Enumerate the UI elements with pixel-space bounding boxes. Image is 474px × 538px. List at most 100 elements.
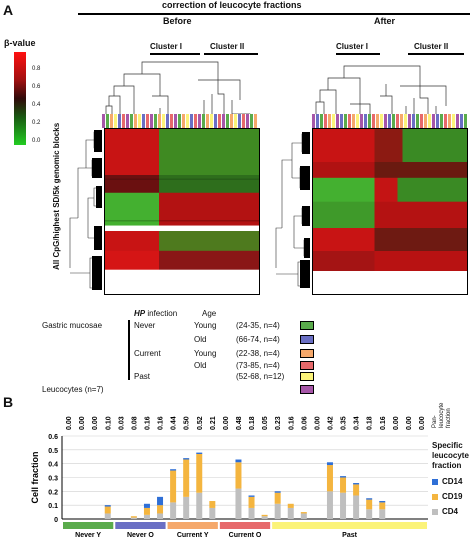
bar-cd19: [366, 499, 373, 510]
bar-cd14: [143, 503, 150, 508]
panel-a-label: A: [3, 2, 14, 18]
legend-swatch-leucocytes: [300, 385, 314, 394]
pan-fraction-label: 0.44: [171, 416, 178, 430]
bar-cd4: [209, 507, 216, 519]
legend-cd14-swatch: [432, 479, 438, 485]
legend-swatch-current-young: [300, 349, 314, 358]
bar-cd4: [170, 502, 177, 519]
pan-fraction-label: 0.23: [275, 416, 282, 430]
beta-tick-08: 0.8: [32, 66, 41, 72]
legend-swatch-never-young: [300, 321, 314, 330]
legend-age-header: Age: [202, 309, 217, 318]
after-cluster-2-bar: [408, 53, 464, 55]
legend-swatch-past: [300, 372, 314, 381]
before-cluster-1-bar: [150, 53, 200, 55]
legend-bracket: [128, 320, 130, 380]
after-cluster-1-bar: [336, 53, 380, 55]
beta-value-label: β-value: [4, 38, 36, 48]
bar-cd14: [379, 501, 386, 503]
pan-fraction-label: 0.16: [380, 416, 387, 430]
y-tick-label: 0: [54, 517, 58, 524]
group-label: Never O: [127, 532, 154, 538]
bar-cd19: [209, 501, 216, 508]
legend-range-1: (24-35, n=4): [236, 321, 280, 330]
bar-cd19: [340, 477, 347, 493]
legend-cd19-label: CD19: [442, 492, 463, 501]
group-label: Current Y: [177, 532, 209, 538]
pan-fraction-label: 0.18: [367, 416, 374, 430]
beta-tick-02: 0.2: [32, 120, 41, 126]
bar-cd14: [274, 491, 281, 493]
pan-fraction-label: 0.16: [144, 416, 151, 430]
legend-current: Current: [134, 349, 161, 358]
legend-range-4: (73-85, n=4): [236, 361, 280, 370]
after-row-dendrogram: [275, 132, 310, 288]
legend-young-2: Young: [194, 349, 217, 358]
before-cluster-2-label: Cluster II: [210, 42, 245, 51]
after-cluster-2-label: Cluster II: [414, 42, 449, 51]
bar-cd4: [130, 517, 137, 519]
group-bar: [63, 522, 114, 529]
pan-fraction-label: 0.10: [105, 416, 112, 430]
panel-a-title: correction of leucocyte fractions: [162, 0, 302, 10]
bar-cd14: [340, 476, 347, 478]
bar-cd14: [170, 469, 177, 471]
pan-fraction-label: 0.03: [118, 416, 125, 430]
group-bar: [219, 522, 271, 529]
pan-fraction-label: 0.00: [419, 416, 426, 430]
bar-cd19: [326, 465, 333, 492]
legend-swatch-never-old: [300, 335, 314, 344]
legend-range-5: (52-68, n=12): [236, 372, 285, 381]
bar-cd19: [183, 459, 190, 497]
bar-cd4: [157, 513, 164, 519]
pan-fraction-label: 0.08: [131, 416, 138, 430]
pan-fraction-label: 0.00: [223, 416, 230, 430]
bar-cd14: [248, 495, 255, 497]
pan-fraction-label: 0.00: [79, 416, 86, 430]
bar-cd4: [300, 513, 307, 519]
bar-cd4: [379, 509, 386, 519]
y-tick-label: 0.2: [48, 489, 58, 496]
pan-fraction-label: 0.21: [210, 416, 217, 430]
group-bar: [272, 522, 427, 529]
legend-old-1: Old: [194, 335, 207, 344]
pan-fraction-label: 0.00: [406, 416, 413, 430]
bar-cd4: [261, 516, 268, 519]
beta-color-scale: [14, 52, 26, 145]
after-heatmap: [312, 128, 468, 295]
bar-cd19: [261, 514, 268, 517]
bar-cd19: [300, 512, 307, 514]
bar-cd4: [104, 513, 111, 519]
bar-cd19: [157, 505, 164, 514]
legend-never: Never: [134, 321, 156, 330]
before-cluster-1-label: Cluster I: [150, 42, 183, 51]
after-cluster-1-label: Cluster I: [336, 42, 369, 51]
after-label: After: [374, 16, 396, 26]
pan-fraction-label: 0.16: [158, 416, 165, 430]
y-tick-label: 0.5: [48, 448, 58, 455]
legend-young-1: Young: [194, 321, 217, 330]
group-label: Past: [342, 532, 357, 538]
pan-fraction-label: 0.00: [393, 416, 400, 430]
legend-cd14-label: CD14: [442, 477, 463, 486]
hp-italic-label: HP: [134, 309, 146, 318]
bar-cd14: [326, 462, 333, 466]
before-heatmap: [104, 128, 260, 295]
pan-fraction-label: 0.48: [236, 416, 243, 430]
beta-tick-00: 0.0: [32, 138, 41, 144]
pan-fraction-label: 0.00: [66, 416, 73, 430]
bar-cd19: [143, 507, 150, 515]
legend-past: Past: [134, 372, 151, 381]
bar-cd14: [183, 458, 190, 460]
y-tick-label: 0.1: [48, 503, 58, 510]
legend-cd19-swatch: [432, 494, 438, 500]
bar-cd4: [196, 492, 203, 519]
pan-fraction-label: 0.05: [262, 416, 269, 430]
bar-cd14: [353, 483, 360, 485]
y-tick-label: 0.3: [48, 476, 58, 483]
bar-cd19: [104, 506, 111, 514]
specific-label-line-2: leucocyte: [432, 451, 469, 460]
legend-gastric-mucosae: Gastric mucosae: [42, 321, 103, 330]
group-bar: [115, 522, 166, 529]
